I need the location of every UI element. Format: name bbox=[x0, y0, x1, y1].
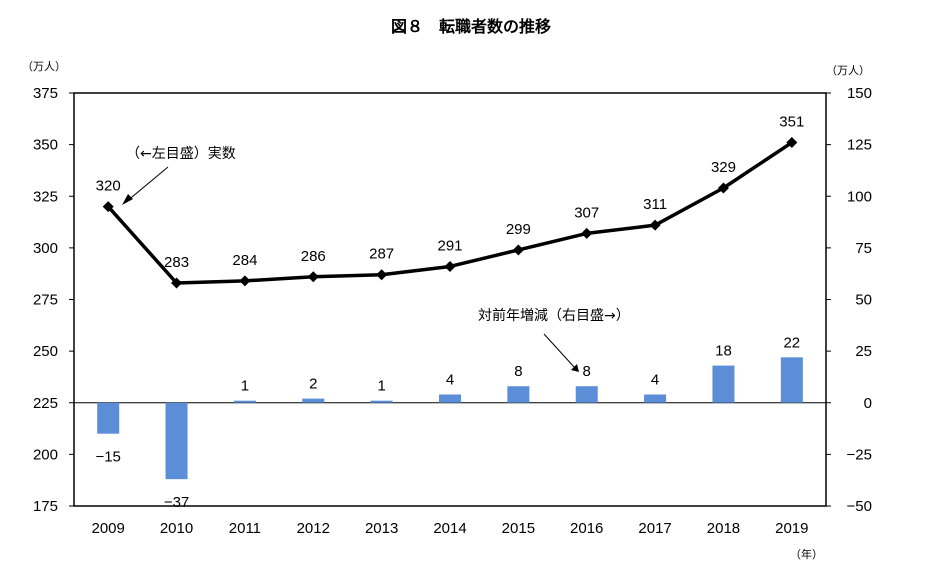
line-marker bbox=[581, 227, 593, 239]
right-tick-label: 50 bbox=[855, 292, 872, 309]
x-axis: 2009 2010 2011 2012 2013 2014 2015 2016 2017 2018… bbox=[91, 520, 808, 537]
bar bbox=[712, 365, 735, 403]
x-tick-label: 2009 bbox=[91, 520, 124, 537]
line-value-label: 311 bbox=[643, 196, 667, 213]
line-marker bbox=[649, 219, 661, 231]
bar-value-label: 18 bbox=[715, 343, 732, 360]
bar-value-label: 4 bbox=[446, 371, 454, 388]
bar-value-label: 22 bbox=[783, 334, 800, 351]
x-tick-label: 2019 bbox=[775, 520, 808, 537]
bar-series-annotation: 対前年増減（右目盛→） bbox=[478, 307, 630, 324]
left-tick-label: 175 bbox=[33, 498, 58, 515]
left-tick-label: 200 bbox=[33, 446, 58, 463]
line-labels: 320 283 284 286 287 291 299 307 311 329 351 bbox=[96, 114, 805, 271]
left-tick-label: 300 bbox=[33, 240, 58, 257]
right-tick-label: 75 bbox=[855, 240, 872, 257]
x-tick-label: 2018 bbox=[707, 520, 740, 537]
right-tick-label: 100 bbox=[847, 188, 872, 205]
x-tick-label: 2010 bbox=[160, 520, 193, 537]
bar-value-label: −15 bbox=[95, 449, 120, 466]
line-value-label: 286 bbox=[301, 248, 326, 265]
line-marker bbox=[376, 269, 388, 281]
bar bbox=[644, 394, 667, 403]
left-axis: 375 350 325 300 275 250 225 200 175 bbox=[33, 85, 74, 515]
bar bbox=[370, 400, 393, 403]
chart-title: 図８ 転職者数の推移 bbox=[391, 17, 551, 36]
bar-value-label: 1 bbox=[377, 378, 385, 395]
bar-value-label: 4 bbox=[651, 371, 659, 388]
line-marker bbox=[444, 260, 456, 272]
line-marker bbox=[171, 277, 183, 289]
x-tick-label: 2017 bbox=[638, 520, 671, 537]
bar bbox=[165, 402, 188, 480]
line-value-label: 287 bbox=[369, 246, 394, 263]
x-axis-unit: （年） bbox=[790, 547, 823, 561]
bar-value-label: −37 bbox=[164, 494, 189, 511]
left-tick-label: 225 bbox=[33, 395, 58, 412]
line-marker bbox=[307, 271, 319, 283]
line-marker bbox=[512, 244, 524, 256]
line-marker bbox=[786, 137, 798, 149]
x-tick-label: 2016 bbox=[570, 520, 603, 537]
bar bbox=[439, 394, 461, 403]
left-tick-label: 250 bbox=[33, 343, 58, 360]
bar bbox=[780, 357, 803, 403]
x-tick-label: 2013 bbox=[365, 520, 398, 537]
bar bbox=[575, 386, 598, 403]
line-marker bbox=[102, 201, 114, 213]
line-value-label: 284 bbox=[232, 252, 257, 269]
right-tick-label: 125 bbox=[847, 137, 872, 154]
right-tick-label: 25 bbox=[855, 343, 872, 360]
bar-value-label: 8 bbox=[583, 363, 591, 380]
bar bbox=[233, 400, 256, 403]
x-tick-label: 2012 bbox=[297, 520, 330, 537]
line-value-label: 320 bbox=[96, 178, 121, 195]
line-value-label: 291 bbox=[437, 237, 462, 254]
line-annotation-arrow bbox=[125, 166, 169, 203]
line-value-label: 283 bbox=[164, 254, 189, 271]
left-tick-label: 350 bbox=[33, 137, 58, 154]
bar bbox=[302, 398, 325, 403]
left-tick-label: 375 bbox=[33, 85, 58, 102]
x-tick-label: 2014 bbox=[433, 520, 466, 537]
line-marker bbox=[239, 275, 251, 287]
bar-value-label: 1 bbox=[241, 378, 249, 395]
left-tick-label: 325 bbox=[33, 188, 58, 205]
bar-annotation-arrow bbox=[543, 333, 576, 369]
bar-labels: −15 −37 1 2 1 4 8 8 4 18 22 bbox=[95, 334, 800, 511]
right-tick-label: −50 bbox=[847, 498, 872, 515]
line-value-label: 299 bbox=[506, 221, 531, 238]
line-marker bbox=[717, 182, 729, 194]
bar bbox=[507, 386, 530, 403]
line-markers bbox=[102, 137, 798, 289]
right-axis: 150 125 100 75 50 25 0 −25 −50 bbox=[826, 85, 872, 515]
line-value-label: 307 bbox=[574, 204, 599, 221]
bar-value-label: 8 bbox=[514, 363, 522, 380]
bar-annotation-arrowhead bbox=[571, 364, 579, 372]
line-series-annotation: （←左目盛）実数 bbox=[126, 146, 236, 162]
left-axis-unit: （万人） bbox=[22, 60, 66, 73]
x-tick-label: 2015 bbox=[502, 520, 535, 537]
left-tick-label: 275 bbox=[33, 292, 58, 309]
right-tick-label: 0 bbox=[864, 395, 872, 412]
right-tick-label: 150 bbox=[847, 85, 872, 102]
line-value-label: 351 bbox=[779, 114, 804, 131]
bar bbox=[97, 402, 120, 434]
x-tick-label: 2011 bbox=[229, 520, 261, 537]
bar-value-label: 2 bbox=[309, 376, 317, 393]
line-annotation-arrowhead bbox=[122, 194, 133, 205]
right-axis-unit: （万人） bbox=[826, 64, 870, 77]
right-tick-label: −25 bbox=[847, 446, 872, 463]
bar-series bbox=[97, 357, 803, 480]
line-value-label: 329 bbox=[711, 159, 736, 176]
